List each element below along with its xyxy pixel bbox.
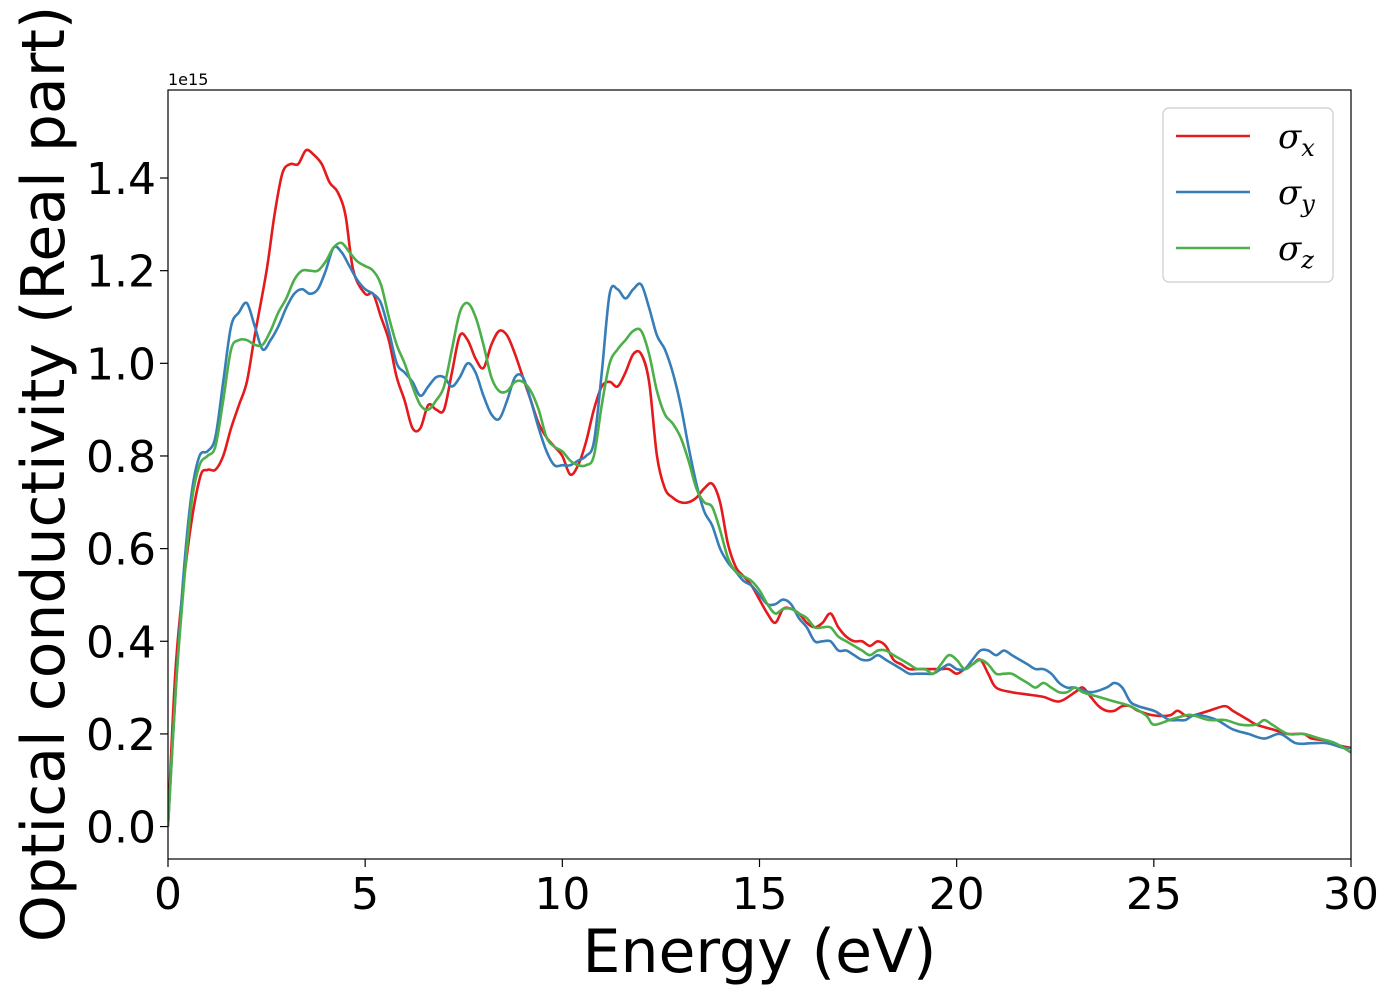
y-tick-label: 0.8 — [86, 432, 156, 483]
legend-label-x: σx — [1278, 117, 1315, 162]
y-axis-label: Optical conductivity (Real part) — [9, 6, 79, 943]
series-layer — [168, 148, 1351, 827]
y-tick-label: 1.0 — [86, 339, 156, 390]
x-tick-label: 10 — [534, 869, 590, 920]
legend-label-y: σy — [1278, 173, 1315, 218]
series-line-z — [168, 241, 1351, 827]
x-tick-label: 30 — [1323, 869, 1379, 920]
y-tick-label: 0.6 — [86, 525, 156, 576]
x-tick-label: 15 — [732, 869, 788, 920]
y-tick-label: 1.2 — [86, 247, 156, 298]
x-axis-ticks: 0 5 10 15 20 25 30 — [154, 859, 1379, 920]
legend-label-z: σz — [1278, 229, 1314, 274]
legend-box — [1162, 107, 1334, 283]
y-tick-label: 1.4 — [86, 154, 156, 205]
y-tick-label: 0.0 — [86, 803, 156, 854]
y-tick-label: 0.4 — [86, 617, 156, 668]
x-tick-label: 20 — [929, 869, 985, 920]
x-axis-label: Energy (eV) — [583, 917, 937, 987]
series-line-x — [168, 148, 1351, 827]
x-tick-label: 0 — [154, 869, 182, 920]
y-offset-label: 1e15 — [168, 70, 208, 89]
y-axis-ticks: 0.0 0.2 0.4 0.6 0.8 1.0 1.2 1.4 — [86, 154, 168, 854]
y-tick-label: 0.2 — [86, 710, 156, 761]
x-tick-label: 5 — [351, 869, 379, 920]
legend: σx σy σz — [1162, 107, 1334, 283]
x-tick-label: 25 — [1126, 869, 1182, 920]
